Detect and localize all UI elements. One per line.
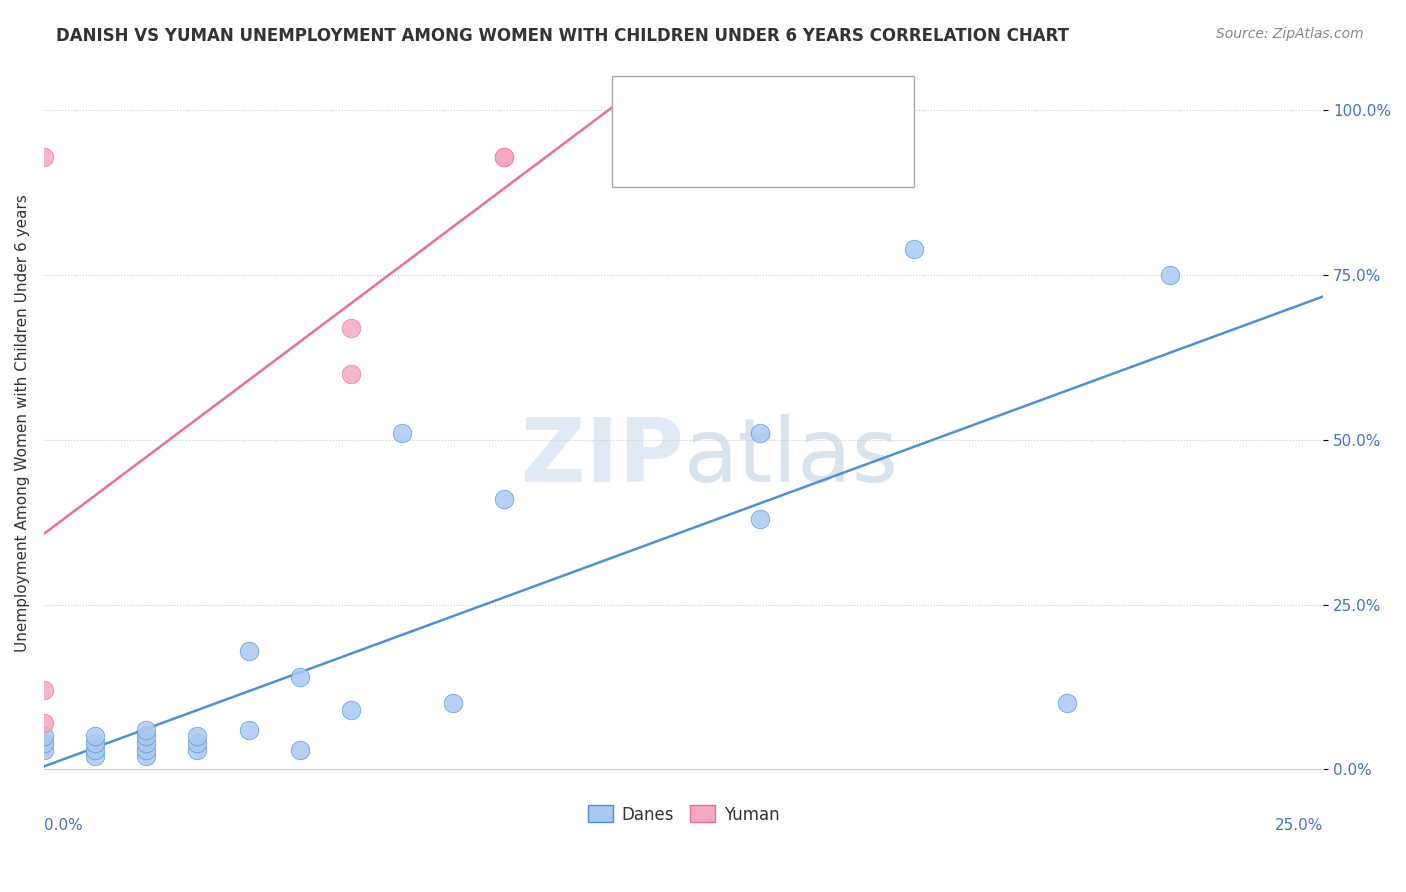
Point <box>340 703 363 717</box>
Point <box>288 742 311 756</box>
Text: R = 0.550   N =  7: R = 0.550 N = 7 <box>665 142 815 156</box>
Point <box>1159 268 1181 282</box>
Point <box>186 742 208 756</box>
Point <box>32 742 55 756</box>
Point <box>749 426 772 441</box>
Point <box>186 736 208 750</box>
Point <box>494 149 516 163</box>
Point <box>340 367 363 381</box>
Point <box>494 149 516 163</box>
Point <box>32 730 55 744</box>
Point <box>186 730 208 744</box>
Point <box>135 742 157 756</box>
Point <box>135 736 157 750</box>
Y-axis label: Unemployment Among Women with Children Under 6 years: Unemployment Among Women with Children U… <box>15 194 30 652</box>
Text: Source: ZipAtlas.com: Source: ZipAtlas.com <box>1216 27 1364 41</box>
Point <box>494 492 516 507</box>
Text: atlas: atlas <box>683 415 898 501</box>
Point <box>32 683 55 698</box>
Point <box>903 242 925 256</box>
Point <box>84 736 107 750</box>
Point <box>441 697 464 711</box>
Point <box>84 742 107 756</box>
Point <box>391 426 413 441</box>
Point <box>84 730 107 744</box>
Point <box>1056 697 1078 711</box>
Point <box>749 512 772 526</box>
Point <box>135 749 157 764</box>
Point <box>238 723 260 737</box>
Point <box>288 670 311 684</box>
Point <box>238 643 260 657</box>
Point <box>32 716 55 731</box>
Text: DANISH VS YUMAN UNEMPLOYMENT AMONG WOMEN WITH CHILDREN UNDER 6 YEARS CORRELATION: DANISH VS YUMAN UNEMPLOYMENT AMONG WOMEN… <box>56 27 1069 45</box>
Point <box>340 321 363 335</box>
Point <box>32 736 55 750</box>
Point <box>135 730 157 744</box>
Point <box>84 749 107 764</box>
Text: 25.0%: 25.0% <box>1275 818 1323 833</box>
Point <box>32 149 55 163</box>
Text: R = 0.499   N = 28: R = 0.499 N = 28 <box>665 102 821 116</box>
Text: ZIP: ZIP <box>520 415 683 501</box>
Point <box>135 723 157 737</box>
Text: 0.0%: 0.0% <box>44 818 83 833</box>
Legend: Danes, Yuman: Danes, Yuman <box>581 798 786 830</box>
